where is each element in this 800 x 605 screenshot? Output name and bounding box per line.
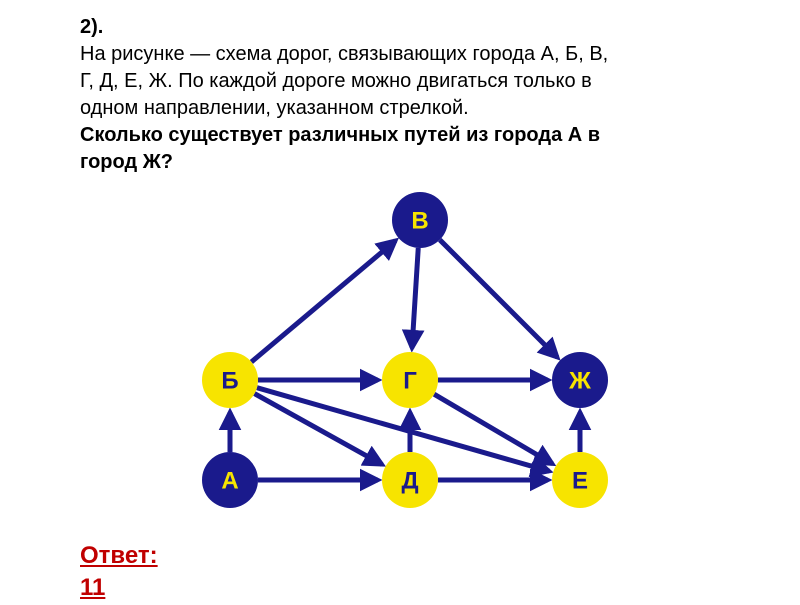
node-label-Zh: Ж xyxy=(568,368,591,395)
question-number: 2). xyxy=(80,16,103,38)
node-label-A: А xyxy=(221,468,238,495)
question-line: одном направлении, указанном стрелкой. xyxy=(80,95,720,122)
question-bold-line: Сколько существует различных путей из го… xyxy=(80,122,720,149)
question-line: На рисунке — схема дорог, связывающих го… xyxy=(80,41,720,68)
edge-V-Zh xyxy=(440,240,558,358)
edge-V-G xyxy=(412,248,418,348)
node-label-B: Б xyxy=(221,368,238,395)
node-label-V: В xyxy=(411,208,428,235)
question-line: Г, Д, Е, Ж. По каждой дороге можно двига… xyxy=(80,68,720,95)
answer-label: Ответ: xyxy=(80,540,158,572)
node-label-E: Е xyxy=(572,468,588,495)
question-bold-line: город Ж? xyxy=(80,149,720,176)
question-block: 2). На рисунке — схема дорог, связывающи… xyxy=(80,14,720,176)
node-label-G: Г xyxy=(403,368,417,395)
edge-B-V xyxy=(251,241,395,362)
node-label-D: Д xyxy=(401,468,418,495)
answer-block: Ответ: 11 xyxy=(80,540,158,605)
road-graph: А Б В Г Д Е Ж xyxy=(130,180,670,540)
